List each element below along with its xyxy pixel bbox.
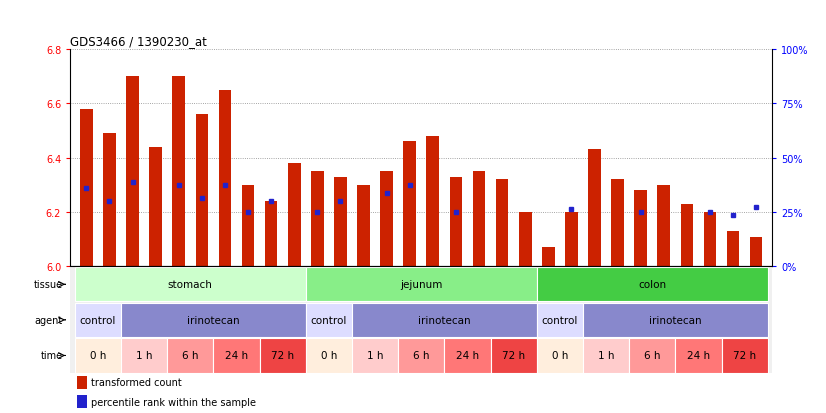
Bar [403,142,416,267]
Bar [537,268,767,301]
Text: 72 h: 72 h [271,351,294,361]
Text: jejunum: jejunum [400,280,443,290]
Bar [727,232,739,267]
Bar [491,339,537,373]
Text: control: control [311,315,347,325]
Bar [681,204,693,267]
Bar [80,109,93,267]
Bar [352,339,398,373]
Bar [306,303,352,337]
Text: irinotecan: irinotecan [649,315,701,325]
Bar [173,77,185,267]
Text: 6 h: 6 h [182,351,198,361]
Bar [167,339,213,373]
Text: 72 h: 72 h [733,351,756,361]
Bar [583,303,767,337]
Bar [75,303,121,337]
Text: GDS3466 / 1390230_at: GDS3466 / 1390230_at [70,35,207,47]
Text: tissue: tissue [33,280,63,290]
Text: time: time [40,351,63,361]
Bar [78,376,87,389]
Bar [242,185,254,267]
Text: 0 h: 0 h [90,351,106,361]
Bar [676,339,721,373]
Bar [103,134,116,267]
Bar [306,339,352,373]
Bar [75,268,306,301]
Bar [537,303,583,337]
Text: 72 h: 72 h [502,351,525,361]
Bar [334,177,347,267]
Bar [444,339,491,373]
Bar [750,237,762,267]
Text: 6 h: 6 h [644,351,661,361]
Bar [611,180,624,267]
Bar [519,213,532,267]
Bar [588,150,601,267]
Bar [583,339,629,373]
Bar [721,339,767,373]
Text: 1 h: 1 h [598,351,615,361]
Bar [311,172,324,267]
Bar [288,164,301,267]
Bar [565,213,577,267]
Text: 1 h: 1 h [367,351,383,361]
Bar [542,248,554,267]
Bar [537,339,583,373]
Bar [259,339,306,373]
Text: irinotecan: irinotecan [418,315,471,325]
Text: 0 h: 0 h [320,351,337,361]
Text: 24 h: 24 h [456,351,479,361]
Text: percentile rank within the sample: percentile rank within the sample [92,397,256,407]
Bar [426,136,439,267]
Text: colon: colon [638,280,667,290]
Bar [75,339,121,373]
Text: control: control [80,315,116,325]
Bar [496,180,509,267]
Text: control: control [542,315,578,325]
Text: stomach: stomach [168,280,213,290]
Bar [398,339,444,373]
Bar [213,339,259,373]
Text: 1 h: 1 h [135,351,152,361]
Bar [196,115,208,267]
Bar [629,339,676,373]
Bar [126,77,139,267]
Bar [472,172,486,267]
Bar [352,303,537,337]
Bar [704,213,716,267]
Bar [121,339,167,373]
Bar [78,395,87,408]
Bar [657,185,670,267]
Text: 24 h: 24 h [225,351,248,361]
Bar [150,147,162,267]
Text: 0 h: 0 h [552,351,568,361]
Text: irinotecan: irinotecan [187,315,240,325]
Text: transformed count: transformed count [92,377,182,387]
Text: 6 h: 6 h [413,351,430,361]
Bar [306,268,537,301]
Bar [380,172,393,267]
Bar [121,303,306,337]
Bar [265,202,278,267]
Bar [449,177,463,267]
Bar [219,90,231,267]
Bar [634,191,647,267]
Text: 24 h: 24 h [687,351,710,361]
Bar [357,185,370,267]
Text: agent: agent [34,315,63,325]
